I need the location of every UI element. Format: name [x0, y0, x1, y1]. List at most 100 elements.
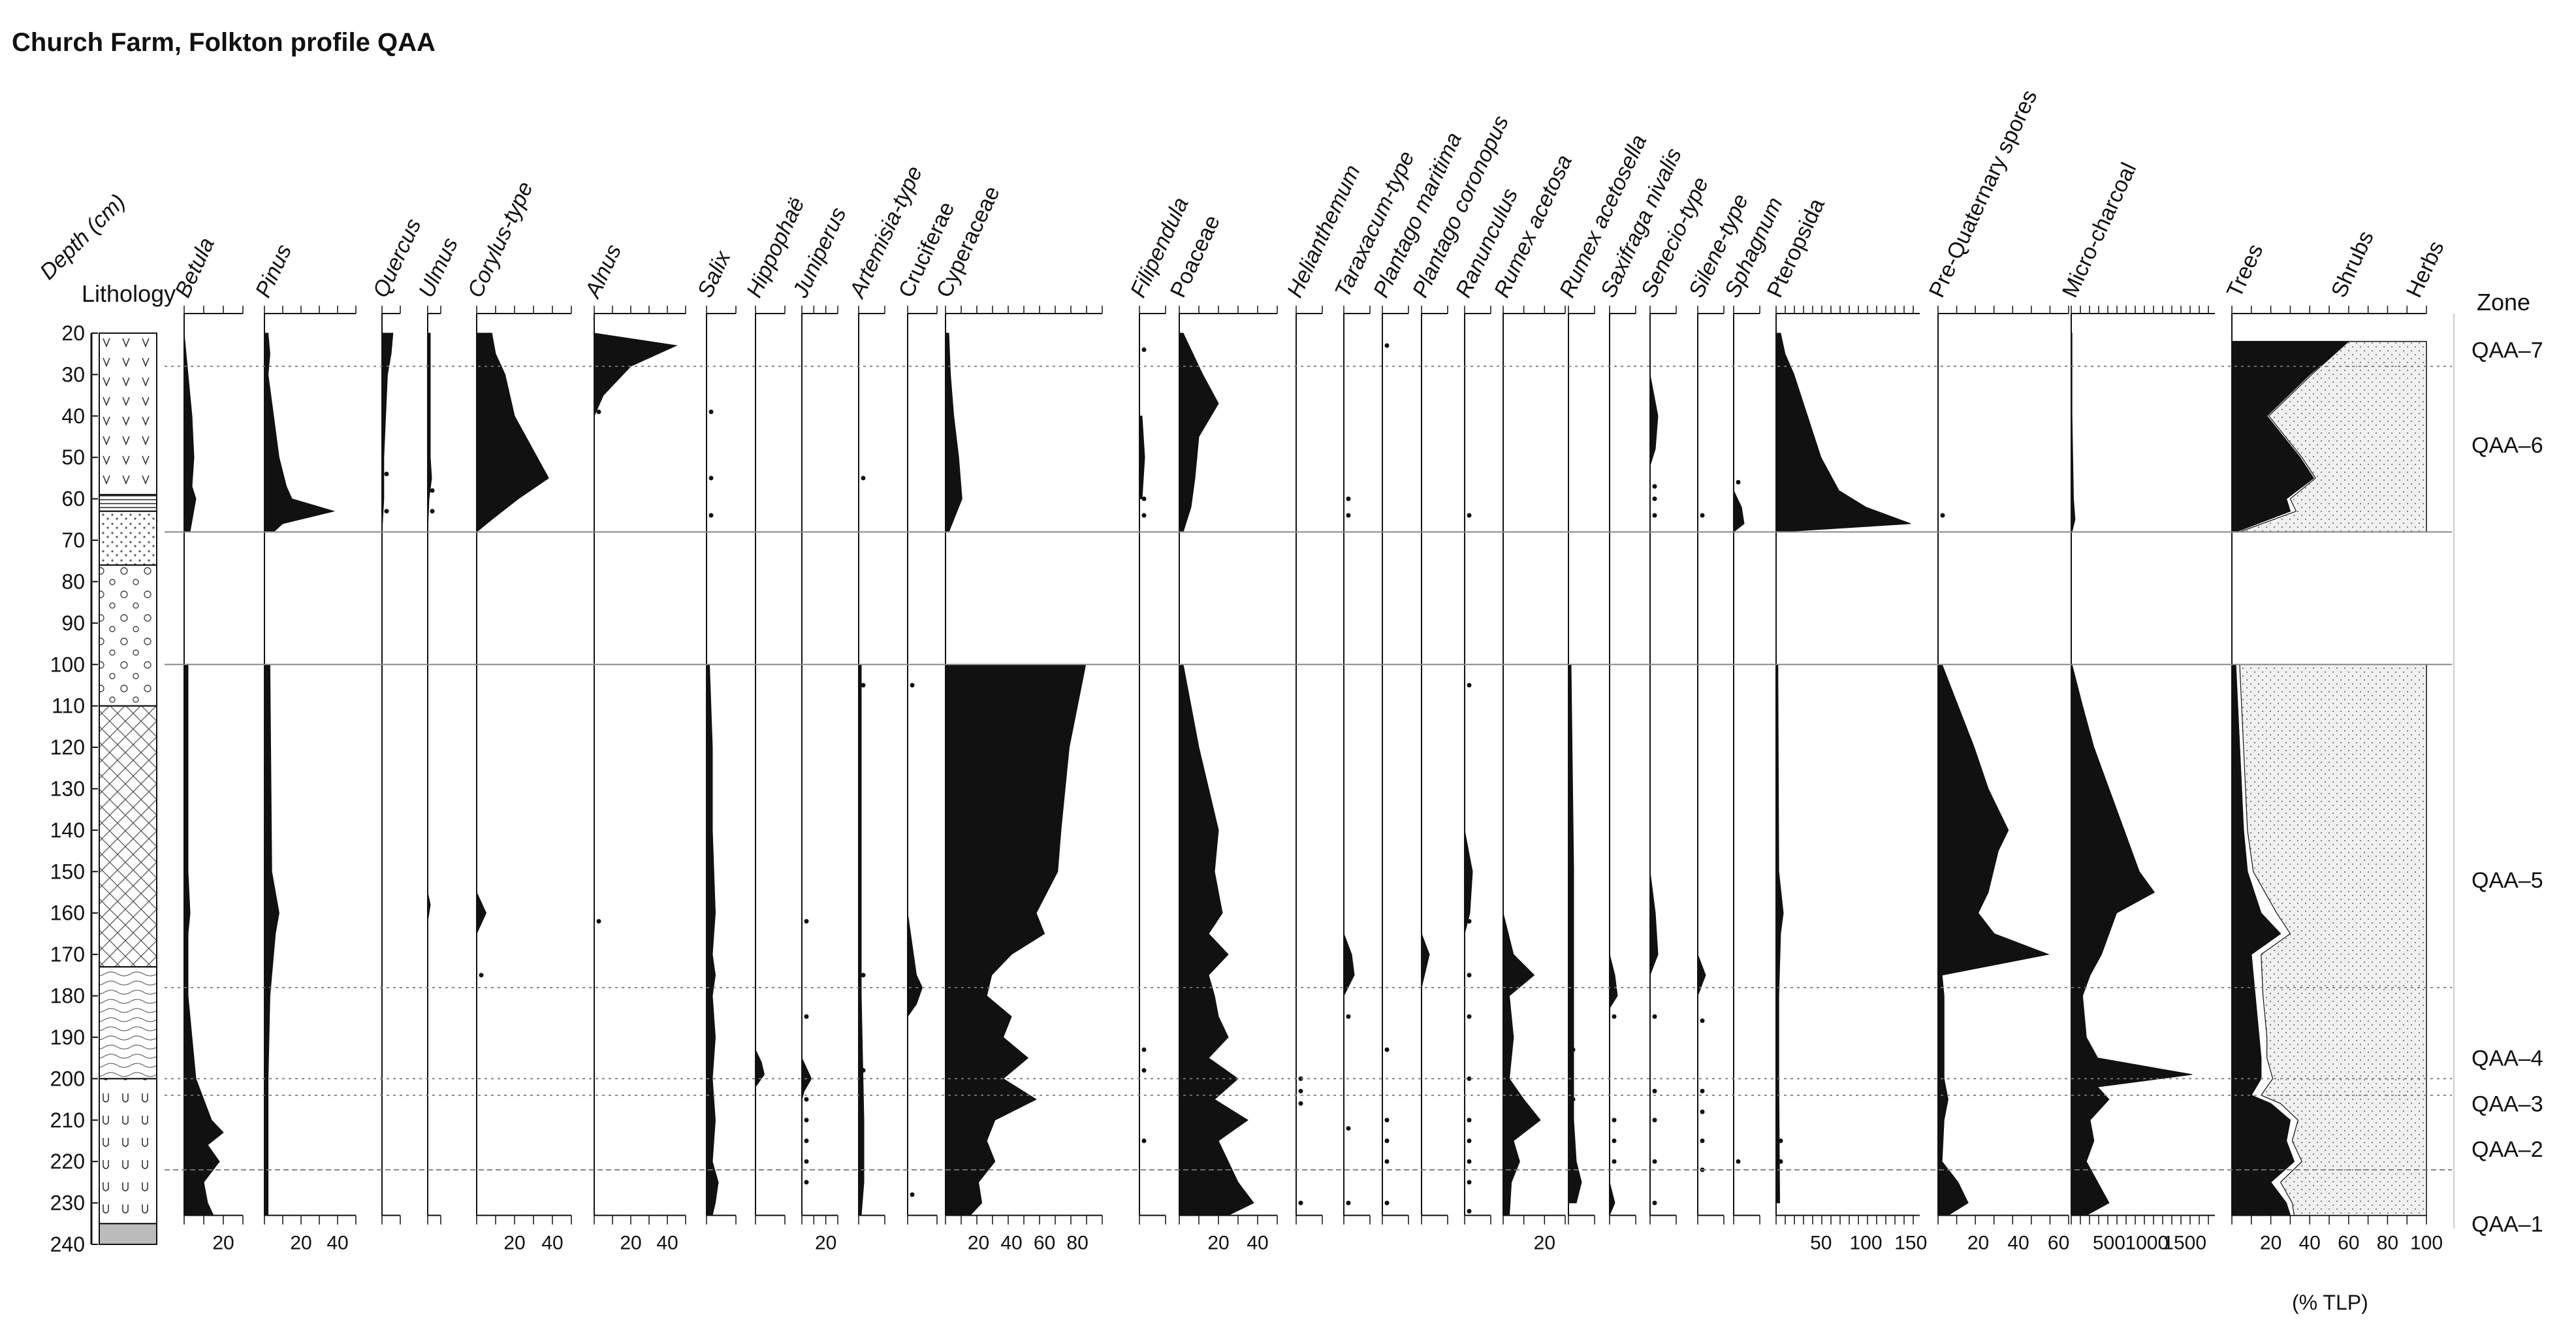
taxon-column-saxifraga-nivalis: Saxifraga nivalis	[1596, 144, 1687, 1225]
chart-title: Church Farm, Folkton profile QAA	[12, 28, 436, 57]
summary-tick-label: 80	[2377, 1233, 2398, 1254]
presence-dot	[1736, 479, 1741, 485]
taxon-column-pinus: Pinus 20 40	[251, 240, 357, 1254]
x-tick-label: 80	[1066, 1233, 1088, 1254]
summary-label: Trees	[2222, 240, 2268, 302]
depth-tick-label: 230	[50, 1191, 85, 1215]
taxon-silhouette	[1421, 933, 1430, 988]
lithology-label: Lithology	[82, 280, 176, 307]
x-tick-label: 500	[2093, 1233, 2125, 1254]
presence-dot	[1652, 496, 1657, 502]
taxon-silhouette	[264, 664, 279, 1216]
x-tick-label: 40	[1247, 1233, 1268, 1254]
zone-label: QAA–6	[2472, 433, 2543, 458]
tlp-axis-label: (% TLP)	[2292, 1291, 2368, 1314]
presence-dot	[1612, 1159, 1617, 1164]
presence-dot	[1570, 1047, 1576, 1052]
presence-dot	[708, 409, 714, 414]
taxon-column-corylus-type: Corylus-type 20 40	[463, 178, 572, 1254]
presence-dot	[1652, 1201, 1657, 1206]
taxon-silhouette	[1609, 954, 1618, 1216]
presence-dot	[861, 1068, 866, 1073]
presence-dot	[1700, 1138, 1705, 1143]
lithology-column	[99, 332, 157, 1245]
taxon-column-silene-type: Silene-type	[1684, 190, 1753, 1225]
summary-tick-label: 60	[2338, 1233, 2359, 1254]
depth-tick-label: 170	[50, 943, 85, 966]
summary-label: Shrubs	[2327, 227, 2379, 302]
depth-axis: Depth (cm) Lithology Zone (% TLP) 20 30 40…	[35, 189, 2530, 1314]
x-tick-label: 20	[968, 1233, 989, 1254]
presence-dot	[1467, 1014, 1472, 1019]
taxon-column-hippopha-: Hippophaë	[742, 193, 810, 1225]
presence-dot	[804, 1180, 809, 1185]
x-tick-label: 60	[2048, 1233, 2069, 1254]
x-tick-label: 20	[503, 1233, 525, 1254]
taxon-silhouette	[427, 664, 431, 922]
depth-tick-label: 80	[61, 570, 85, 593]
taxon-silhouette	[264, 332, 336, 532]
presence-dot	[1612, 1014, 1617, 1019]
zone-label: QAA–1	[2472, 1212, 2543, 1237]
presence-dot	[1346, 513, 1351, 518]
taxon-silhouette	[2071, 332, 2076, 532]
taxon-silhouette	[381, 332, 394, 532]
taxon-column-quercus: Quercus	[368, 215, 426, 1225]
zone-lines: QAA–7 QAA–6 QAA–5 QAA–4 QAA–3 QAA–2 QAA–1	[165, 314, 2543, 1237]
presence-dot	[1141, 513, 1147, 518]
taxon-silhouette	[1733, 490, 1745, 533]
lithology-unit	[99, 510, 157, 566]
presence-dot	[1467, 1180, 1472, 1185]
presence-dot	[1298, 1201, 1303, 1206]
presence-dot	[430, 509, 435, 514]
x-tick-label: 40	[541, 1233, 563, 1254]
lithology-unit	[99, 705, 157, 968]
taxon-silhouette	[1649, 374, 1659, 466]
depth-tick-label: 180	[50, 984, 85, 1008]
presence-dot	[804, 1118, 809, 1123]
x-tick-label: 20	[1207, 1233, 1229, 1254]
presence-dot	[1467, 973, 1472, 978]
taxon-label: Betula	[170, 234, 219, 301]
depth-tick-label: 140	[50, 818, 85, 842]
presence-dot	[861, 973, 866, 978]
taxon-column-senecio-type: Senecio-type	[1636, 173, 1713, 1225]
taxon-silhouette	[427, 332, 432, 532]
presence-dot	[1141, 1047, 1147, 1052]
depth-tick-label: 130	[50, 777, 85, 801]
presence-dot	[1778, 1138, 1783, 1143]
taxon-silhouette	[1775, 332, 1911, 532]
x-tick-label: 40	[1000, 1233, 1022, 1254]
taxon-silhouette	[1568, 664, 1582, 1204]
taxon-label: Corylus-type	[463, 178, 538, 301]
presence-dot	[1652, 1088, 1657, 1093]
taxon-column-salix: Salix	[693, 247, 737, 1225]
zone-label: QAA–5	[2472, 868, 2543, 893]
depth-tick-label: 110	[52, 694, 85, 718]
presence-dot	[910, 1192, 915, 1197]
taxon-column-ulmus: Ulmus	[414, 234, 463, 1225]
depth-tick-label: 70	[61, 528, 85, 552]
depth-tick-label: 50	[61, 445, 85, 469]
zone-label: QAA–4	[2472, 1046, 2543, 1071]
lithology-unit	[99, 332, 157, 496]
summary-panel: Trees Shrubs Herbs 20 40 60 80 100	[2222, 227, 2449, 1254]
presence-dot	[1384, 1201, 1390, 1206]
taxon-silhouette	[907, 913, 923, 1018]
presence-dot	[1700, 513, 1705, 518]
depth-tick-label: 100	[50, 653, 85, 676]
summary-tick-label: 100	[2410, 1233, 2443, 1254]
zone-label: QAA–3	[2472, 1092, 2543, 1116]
taxon-column-ranunculus: Ranunculus	[1451, 185, 1523, 1225]
presence-dot	[1141, 496, 1147, 502]
presence-dot	[1652, 1014, 1657, 1019]
presence-dot	[1467, 1076, 1472, 1081]
taxon-silhouette	[2071, 664, 2193, 1216]
presence-dot	[1570, 1138, 1576, 1143]
presence-dot	[804, 918, 809, 924]
taxon-silhouette	[1937, 664, 2050, 1216]
taxon-silhouette	[945, 332, 962, 532]
x-tick-label: 20	[290, 1233, 311, 1254]
taxon-silhouette	[1179, 332, 1219, 532]
